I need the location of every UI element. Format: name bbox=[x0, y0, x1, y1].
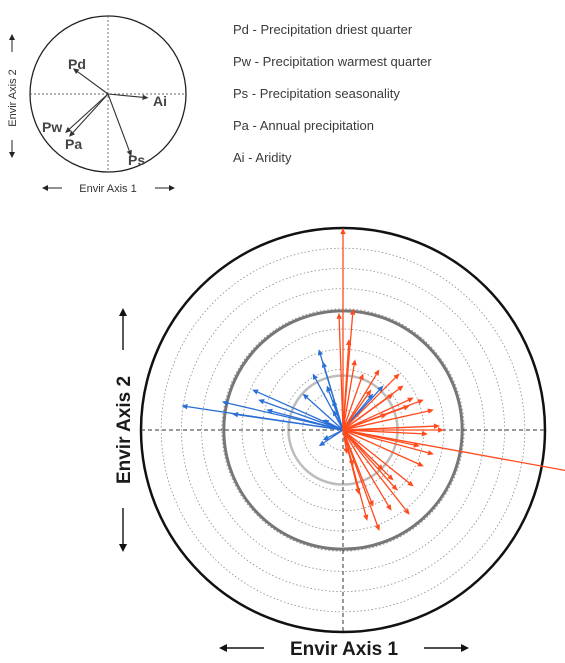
inset-label-ps: Ps bbox=[128, 152, 145, 168]
red-vector bbox=[342, 429, 380, 531]
blue-vector bbox=[258, 399, 344, 431]
red-vector bbox=[342, 429, 428, 437]
red-vector bbox=[342, 385, 404, 431]
red-vector bbox=[342, 408, 434, 431]
red-vector bbox=[342, 359, 357, 431]
inset-vector-pa bbox=[69, 93, 109, 137]
blue-vector bbox=[231, 412, 344, 431]
main-axis2: Envir Axis 2 bbox=[114, 308, 135, 552]
main-axis1-left-arrowhead bbox=[219, 644, 227, 652]
red-vector bbox=[342, 369, 380, 431]
blue-vector bbox=[252, 389, 344, 431]
legend: Pd - Precipitation driest quarter Pw - P… bbox=[233, 22, 432, 165]
main-axis1: Envir Axis 1 bbox=[219, 639, 469, 660]
inset-axis1-right-arrowhead bbox=[169, 185, 175, 191]
red-vector bbox=[342, 413, 388, 431]
red-vector bbox=[342, 429, 565, 472]
inset-axis1-label: Envir Axis 1 bbox=[79, 183, 136, 195]
blue-vector bbox=[332, 409, 344, 431]
red-vector bbox=[342, 373, 364, 431]
red-vector bbox=[342, 429, 410, 515]
legend-item-pd: Pd - Precipitation driest quarter bbox=[233, 22, 413, 37]
legend-item-ai: Ai - Aridity bbox=[233, 150, 292, 165]
inset-axis2-label: Envir Axis 2 bbox=[7, 69, 19, 126]
blue-vectors bbox=[181, 349, 384, 447]
main-axis2-bottom-arrowhead bbox=[119, 544, 127, 552]
red-vector bbox=[342, 429, 349, 455]
red-vector bbox=[342, 429, 434, 456]
red-vector bbox=[342, 429, 398, 491]
inset-label-pw: Pw bbox=[42, 119, 62, 135]
red-vector bbox=[342, 397, 414, 431]
inset-vector-ps bbox=[107, 93, 132, 157]
inset-label-pd: Pd bbox=[68, 56, 86, 72]
inset-axis2-top-arrowhead bbox=[9, 34, 15, 40]
red-vector bbox=[342, 429, 414, 487]
blue-vector bbox=[318, 429, 344, 447]
inset-axis2-bottom-arrowhead bbox=[9, 152, 15, 158]
main-diagram bbox=[139, 226, 565, 634]
red-vector bbox=[343, 427, 444, 433]
inset-vector-pw bbox=[65, 93, 109, 133]
main-axis2-top-arrowhead bbox=[119, 308, 127, 316]
dotted-ring bbox=[160, 247, 526, 613]
legend-item-ps: Ps - Precipitation seasonality bbox=[233, 86, 400, 101]
inset-label-pa: Pa bbox=[65, 136, 82, 152]
red-vector bbox=[340, 228, 346, 430]
blue-vector bbox=[322, 419, 344, 431]
blue-vector bbox=[302, 393, 344, 431]
blue-vector bbox=[266, 408, 344, 431]
inset-vector-ai bbox=[107, 93, 149, 101]
red-vector bbox=[342, 339, 352, 431]
inset-diagram: Pd Ai Pw Pa Ps Envir Axis 1 Envir Axis 2 bbox=[7, 15, 187, 195]
red-vector bbox=[342, 373, 400, 431]
red-vectors bbox=[336, 228, 565, 531]
red-vector bbox=[342, 429, 424, 467]
inset-vectors bbox=[65, 68, 149, 157]
inset-label-ai: Ai bbox=[153, 93, 167, 109]
main-axis1-right-arrowhead bbox=[461, 644, 469, 652]
inset-axis1-left-arrowhead bbox=[42, 185, 48, 191]
dotted-ring bbox=[180, 267, 506, 593]
main-axis2-label: Envir Axis 2 bbox=[114, 376, 135, 484]
red-vector bbox=[336, 312, 344, 431]
inset-vector-pd bbox=[72, 68, 109, 95]
main-axis1-label: Envir Axis 1 bbox=[290, 639, 399, 660]
legend-item-pw: Pw - Precipitation warmest quarter bbox=[233, 54, 432, 69]
legend-item-pa: Pa - Annual precipitation bbox=[233, 118, 374, 133]
red-vector bbox=[342, 429, 392, 511]
